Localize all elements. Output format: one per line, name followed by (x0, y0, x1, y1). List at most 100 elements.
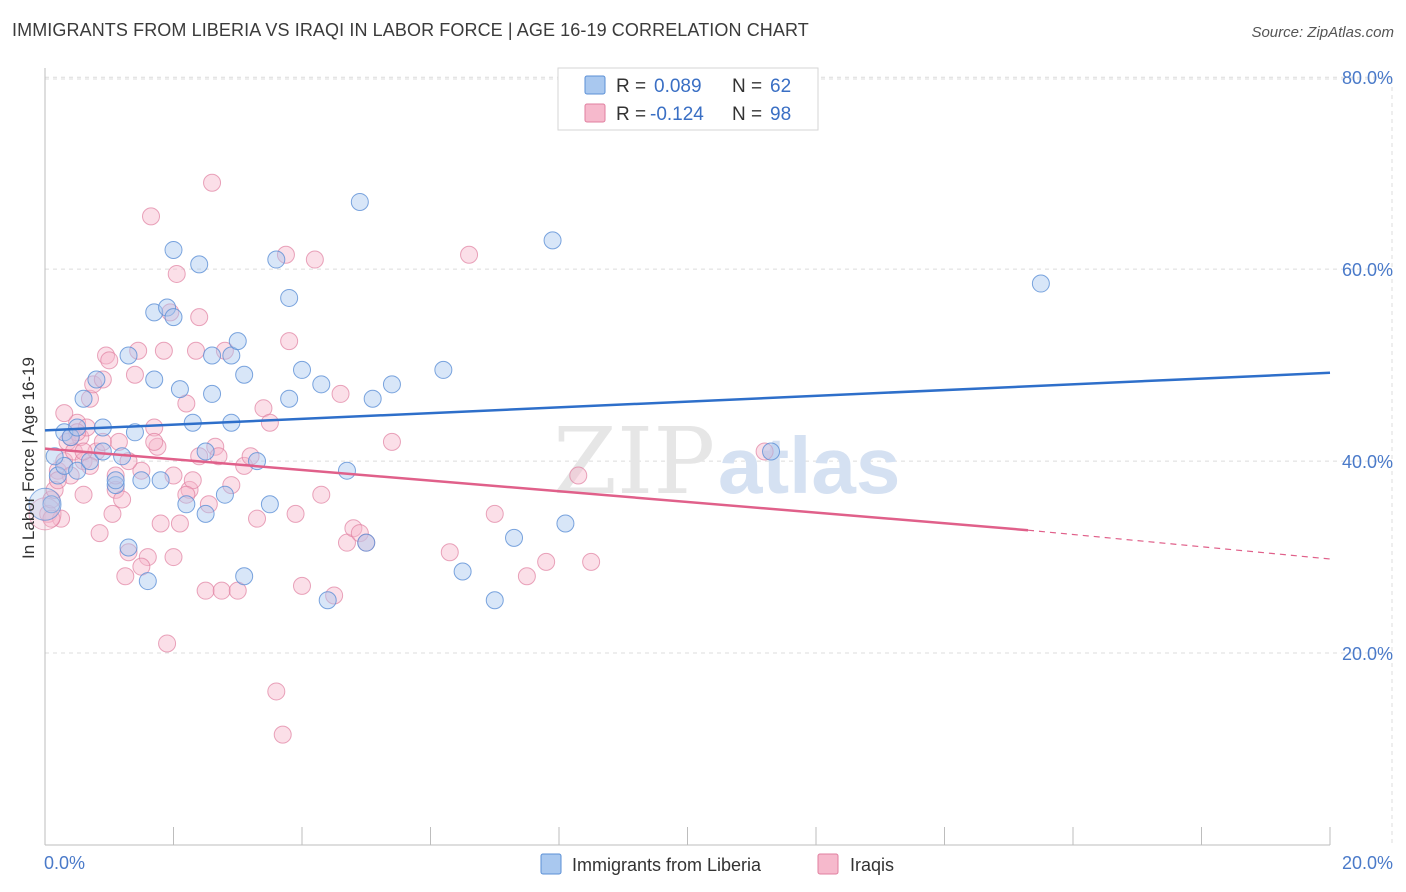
trend-line-iraqi (44, 447, 1029, 532)
iraqi-point (158, 634, 177, 653)
iraqi-point (161, 303, 180, 322)
liberia-point (228, 332, 247, 351)
liberia-point (45, 447, 64, 466)
liberia-point (196, 442, 215, 461)
iraqi-point (119, 543, 138, 562)
liberia-point (1031, 274, 1050, 293)
liberia-point (164, 308, 183, 327)
y-tick-label: 40.0% (1342, 452, 1393, 472)
bottom-legend-swatch-iraqi (817, 853, 839, 875)
iraqi-point (276, 245, 295, 264)
watermark-zip: ZIP (553, 408, 715, 515)
iraqi-point (537, 552, 556, 571)
legend-r-label: R = (616, 104, 646, 125)
y-axis-label: In Labor Force | Age 16-19 (19, 357, 38, 559)
liberia-point (138, 572, 157, 591)
liberia-point (196, 504, 215, 523)
liberia-point (151, 471, 170, 490)
trend-line-iraqi-extension (1027, 529, 1331, 560)
iraqi-point (154, 341, 173, 360)
bottom-legend-swatch-liberia (540, 853, 562, 875)
liberia-point (556, 514, 575, 533)
iraqi-point (116, 567, 135, 586)
iraqi-point (129, 341, 148, 360)
iraqi-point (222, 476, 241, 495)
liberia-point (203, 346, 222, 365)
liberia-point (106, 476, 125, 495)
iraqi-point (460, 245, 479, 264)
iraqi-point (203, 173, 222, 192)
liberia-point (145, 370, 164, 389)
iraqi-point (170, 514, 189, 533)
x-tick-label: 0.0% (44, 853, 85, 873)
liberia-point (42, 495, 61, 514)
legend-r-value: 0.089 (654, 76, 702, 97)
top-legend: R = 0.089 N = 62 R = -0.124 N = 98 (557, 67, 819, 131)
liberia-point (267, 250, 286, 269)
liberia-point (190, 255, 209, 274)
iraqi-point (273, 725, 292, 744)
liberia-point (485, 591, 504, 610)
iraqi-point (74, 485, 93, 504)
tick-labels: 20.0% 40.0% 60.0% 80.0% 0.0% 20.0% (44, 68, 1393, 873)
liberia-point (293, 360, 311, 379)
liberia-point (357, 533, 376, 552)
iraqi-point (382, 432, 401, 451)
iraqi-point (167, 264, 186, 283)
liberia-point (505, 528, 524, 547)
iraqi-point (267, 682, 286, 701)
legend-swatch-iraqi (584, 103, 606, 123)
liberia-point (280, 389, 299, 408)
iraqi-point (212, 581, 231, 600)
liberia-point (260, 495, 279, 514)
legend-n-label: N = (732, 104, 762, 125)
liberia-point (125, 423, 144, 442)
iraqi-point (517, 567, 536, 586)
iraqi-point (148, 437, 167, 456)
iraqi-point (138, 548, 157, 567)
iraqi-point (142, 207, 161, 226)
iraqi-point (45, 480, 64, 499)
iraqi-point (93, 370, 112, 389)
iraqi-point (132, 461, 151, 480)
iraqi-point (199, 495, 218, 514)
trend-lines (44, 371, 1331, 560)
liberia-point (363, 389, 382, 408)
axes (44, 68, 1331, 846)
liberia-point (74, 389, 93, 408)
liberia-point (170, 380, 189, 399)
iraqi-point (103, 504, 122, 523)
liberia-point (350, 192, 369, 211)
bottom-legend: Immigrants from Liberia Iraqis (540, 853, 894, 875)
liberia-point (318, 591, 337, 610)
liberia-point (762, 442, 781, 461)
iraqi-point (260, 413, 279, 432)
liberia-point (68, 461, 87, 480)
y-tick-label: 80.0% (1342, 68, 1393, 88)
liberia-point (235, 365, 254, 384)
iraqi-point (186, 341, 205, 360)
trend-line-liberia (44, 371, 1331, 432)
liberia-point (280, 288, 299, 307)
iraqi-point (90, 524, 109, 543)
y-tick-label: 60.0% (1342, 260, 1393, 280)
iraqi-point (755, 442, 774, 461)
liberia-point (119, 346, 138, 365)
iraqi-point (100, 351, 119, 370)
liberia-point (235, 567, 254, 586)
liberia-point (434, 360, 453, 379)
iraqi-point (293, 576, 311, 595)
y-tick-label: 20.0% (1342, 644, 1393, 664)
liberia-point (203, 384, 222, 403)
iraqi-point (350, 524, 369, 543)
iraqi-point (485, 504, 504, 523)
liberia-point (93, 442, 112, 461)
iraqi-point (180, 480, 199, 499)
iraqi-point (196, 581, 215, 600)
liberia-point (132, 471, 151, 490)
iraqi-point (145, 418, 164, 437)
iraqi-point (206, 437, 225, 456)
chart-title: IMMIGRANTS FROM LIBERIA VS IRAQI IN LABO… (12, 20, 809, 40)
liberia-point (164, 240, 183, 259)
